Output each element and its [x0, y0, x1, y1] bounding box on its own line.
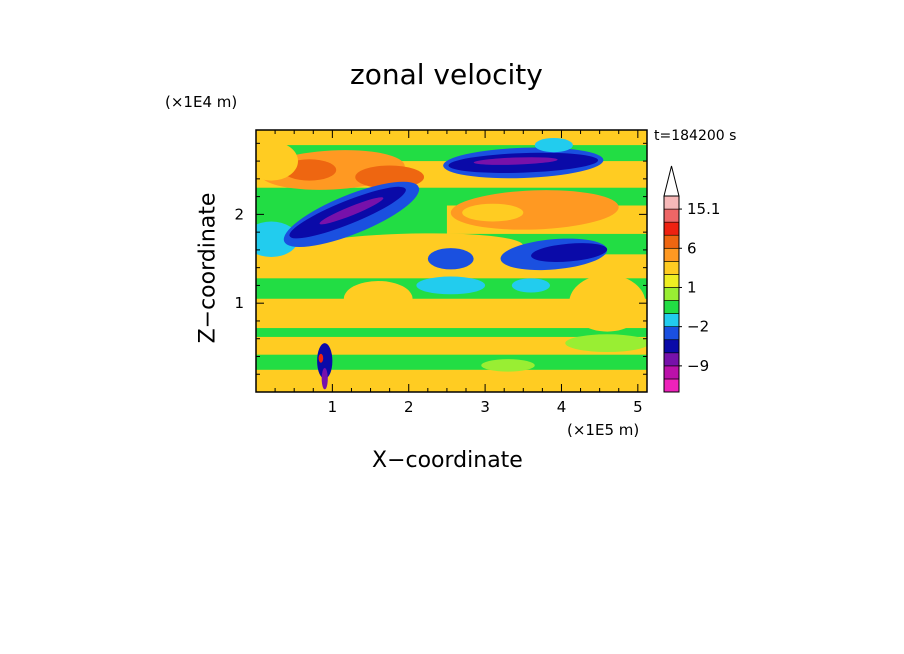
contour-region	[416, 276, 486, 295]
contour-region	[534, 137, 573, 153]
contour-region	[318, 353, 324, 363]
colorbar-segment	[663, 247, 680, 262]
colorbar-segment	[663, 221, 680, 236]
contour-region	[531, 243, 608, 263]
colorbar-label: 15.1	[687, 200, 720, 218]
x-tick-label: 3	[480, 398, 490, 416]
colorbar-label: 6	[687, 239, 697, 257]
colorbar-segment	[663, 234, 680, 249]
colorbar-segment	[663, 352, 680, 367]
colorbar-segment	[663, 365, 680, 380]
colorbar-segment	[663, 326, 680, 341]
x-tick-label: 5	[633, 398, 643, 416]
colorbar: 15.1 6 1 −2 −9	[663, 165, 720, 393]
colorbar-label: −9	[687, 357, 709, 375]
x-tick-label: 1	[328, 398, 338, 416]
x-tick-label: 2	[404, 398, 414, 416]
colorbar-segment	[663, 313, 680, 327]
colorbar-segment	[663, 261, 680, 275]
time-label: t=184200 s	[654, 128, 737, 144]
colorbar-frame	[663, 195, 680, 393]
colorbar-extension	[663, 165, 680, 197]
colorbar-segment	[663, 195, 680, 210]
colorbar-segment	[663, 208, 680, 223]
colorbar-segment	[663, 300, 680, 314]
contour-region	[511, 278, 551, 293]
plot-frame	[255, 129, 648, 393]
contour-region	[317, 343, 333, 379]
x-tick-label: 4	[557, 398, 567, 416]
contour-region	[256, 141, 298, 181]
colorbar-label: 1	[687, 278, 697, 296]
contour-region	[481, 359, 535, 372]
y-axis-multiplier: (×1E4 m)	[165, 93, 238, 111]
contour-band	[256, 336, 647, 355]
contour-field	[256, 130, 647, 392]
contour-region	[462, 203, 524, 222]
colorbar-segment	[663, 287, 680, 301]
y-tick-label: 2	[234, 205, 244, 223]
contour-region	[321, 368, 328, 390]
colorbar-segment	[663, 378, 680, 393]
contour-region	[319, 197, 384, 225]
contour-region	[473, 157, 558, 165]
chart-title: zonal velocity	[350, 58, 543, 91]
contour-region	[427, 248, 474, 270]
colorbar-segment	[663, 339, 680, 354]
contour-region	[343, 280, 413, 317]
axes: 1 2 3 4 5 1 2	[234, 130, 647, 416]
x-axis-multiplier: (×1E5 m)	[567, 421, 640, 439]
colorbar-segment	[663, 274, 680, 288]
x-axis-label: X−coordinate	[372, 448, 523, 473]
contour-region	[565, 334, 647, 353]
contour-region	[569, 274, 646, 332]
contour-band	[256, 130, 647, 146]
colorbar-label: −2	[687, 318, 709, 336]
contour-band	[256, 369, 647, 392]
y-tick-label: 1	[234, 294, 244, 312]
contour-region	[256, 221, 298, 257]
